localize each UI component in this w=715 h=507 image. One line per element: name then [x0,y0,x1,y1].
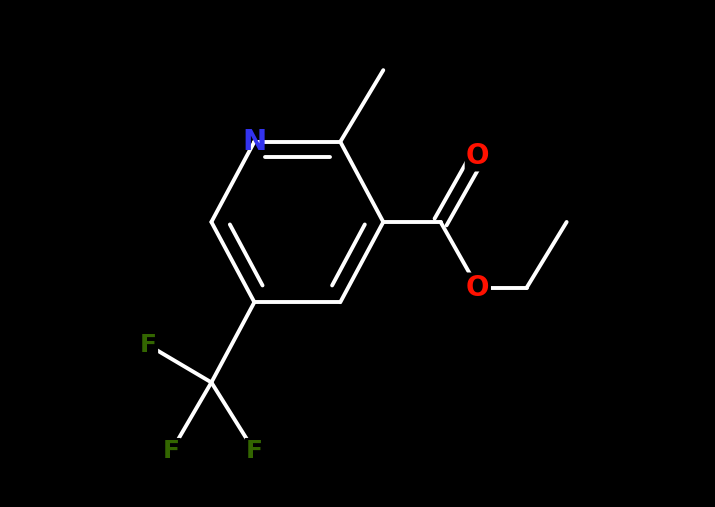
Text: O: O [466,274,490,302]
Text: N: N [242,128,267,156]
Text: O: O [466,142,490,170]
Text: F: F [246,439,263,463]
Text: F: F [163,439,179,463]
Text: F: F [140,333,157,357]
